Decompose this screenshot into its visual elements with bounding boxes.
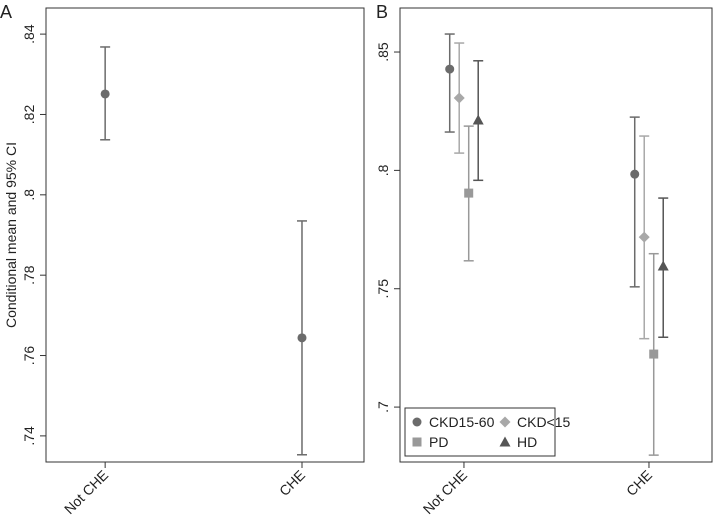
legend-label: HD <box>517 434 537 450</box>
x-tick-label: Not CHE <box>420 467 470 517</box>
y-tick-label: .85 <box>375 42 391 62</box>
x-tick-label: CHE <box>276 467 308 499</box>
x-tick-label: CHE <box>623 467 655 499</box>
legend-box <box>404 407 556 457</box>
y-tick-label: .8 <box>21 189 37 201</box>
y-tick-label: .84 <box>21 24 37 44</box>
legend-label: CKD<15 <box>517 414 571 430</box>
panel-title: A <box>0 2 12 22</box>
legend-marker <box>412 437 422 447</box>
point <box>638 231 650 243</box>
point <box>472 114 484 125</box>
y-axis-label: Conditional mean and 95% CI <box>3 142 19 328</box>
point <box>100 89 110 99</box>
legend-marker <box>412 417 422 427</box>
point <box>297 333 307 343</box>
y-tick-label: .75 <box>375 279 391 299</box>
point <box>445 64 455 74</box>
y-tick-label: .74 <box>21 426 37 446</box>
point <box>649 349 659 359</box>
point <box>657 260 669 271</box>
point <box>464 188 474 198</box>
panel-title: B <box>376 2 388 22</box>
point <box>630 169 640 179</box>
y-tick-label: .76 <box>21 346 37 366</box>
x-tick-label: Not CHE <box>61 467 111 517</box>
point <box>453 92 465 104</box>
y-tick-label: .82 <box>21 105 37 125</box>
legend-label: CKD15-60 <box>429 414 495 430</box>
y-tick-label: .78 <box>21 265 37 285</box>
plot-frame <box>399 7 713 463</box>
y-tick-label: .7 <box>375 401 391 413</box>
legend-marker <box>499 436 511 447</box>
legend-marker <box>499 416 511 428</box>
plot-frame <box>45 7 365 463</box>
y-tick-label: .8 <box>375 164 391 176</box>
legend-label: PD <box>429 434 448 450</box>
